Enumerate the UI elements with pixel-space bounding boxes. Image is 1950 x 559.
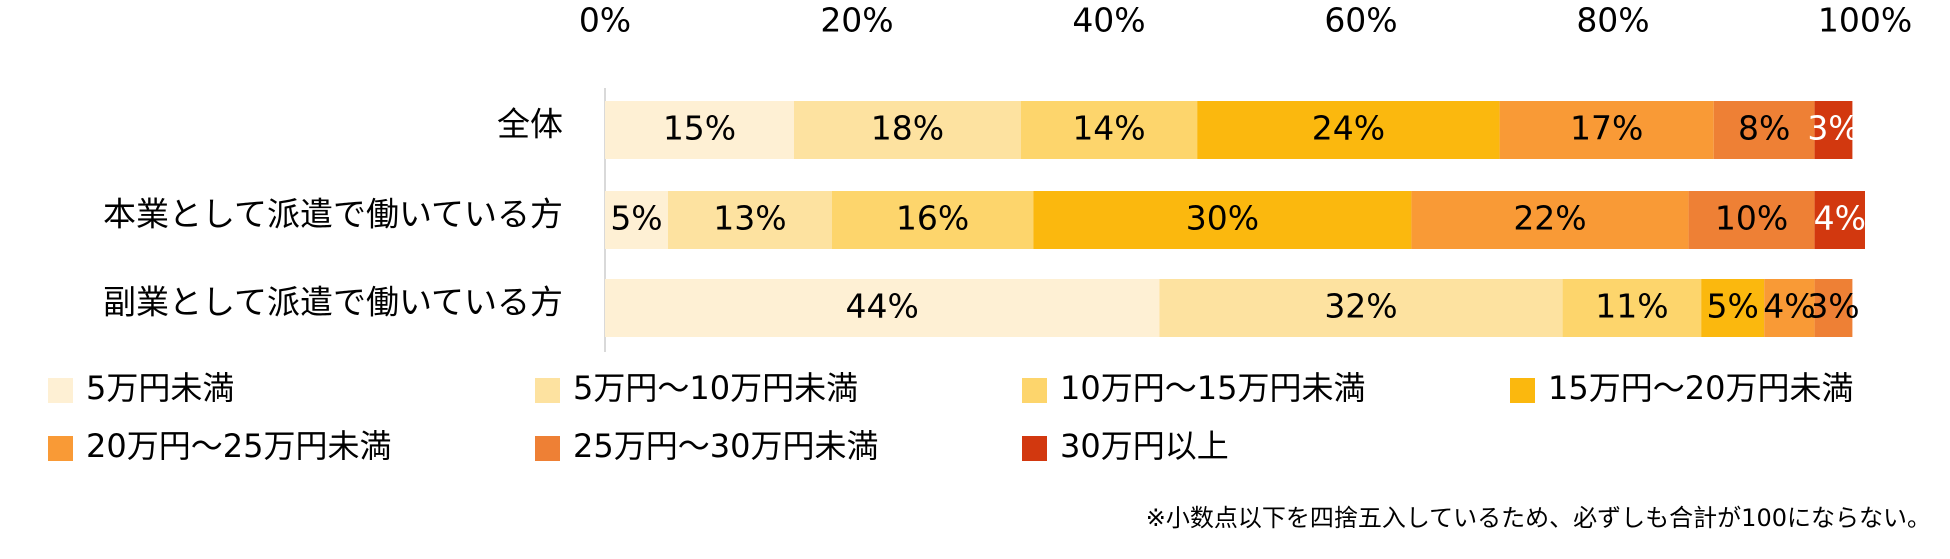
data-label: 32% (1324, 287, 1397, 326)
bar-segment (831, 191, 1034, 249)
legend-swatch (1022, 436, 1047, 461)
x-tick-label: 60% (1324, 1, 1397, 40)
bar-segment (1499, 101, 1714, 159)
data-label: 18% (871, 109, 944, 148)
data-label: 4% (1763, 287, 1815, 326)
legend-swatch (1022, 378, 1047, 403)
legend-label: 20万円～25万円未満 (86, 427, 391, 465)
data-label: 44% (846, 287, 919, 326)
bar-segment (1688, 191, 1815, 249)
data-label: 5% (610, 199, 662, 238)
data-label: 4% (1814, 199, 1866, 238)
bar-segment (1411, 191, 1689, 249)
data-label: 24% (1312, 109, 1385, 148)
bar-segment (1701, 279, 1765, 337)
legend-swatch (48, 436, 73, 461)
annotation: ※小数点以下を四捨五入しているため、必ずしも合計が100にならない。 (1146, 504, 1931, 532)
bar-segment (1764, 279, 1815, 337)
data-label: 15% (663, 109, 736, 148)
data-label: 8% (1738, 109, 1790, 148)
bar-segment (1814, 279, 1853, 337)
legend-label: 15万円～20万円未満 (1548, 369, 1853, 407)
data-label: 30% (1186, 199, 1259, 238)
data-label: 13% (713, 199, 786, 238)
bar-segment (794, 101, 1021, 159)
x-tick-label: 100% (1818, 1, 1912, 40)
legend-swatch (535, 436, 560, 461)
x-tick-label: 20% (820, 1, 893, 40)
legend-swatch (1510, 378, 1535, 403)
legend-label: 30万円以上 (1060, 427, 1229, 465)
legend-swatch (48, 378, 73, 403)
legend-label: 25万円～30万円未満 (573, 427, 878, 465)
bar-segment (1197, 101, 1500, 159)
bar-segment (668, 191, 832, 249)
data-label: 3% (1807, 287, 1859, 326)
legend-label: 10万円～15万円未満 (1060, 369, 1365, 407)
legend-label: 5万円～10万円未満 (573, 369, 858, 407)
data-label: 22% (1513, 199, 1586, 238)
bar-segment (605, 101, 794, 159)
data-label: 17% (1570, 109, 1643, 148)
data-label: 11% (1595, 287, 1668, 326)
x-tick-label: 40% (1072, 1, 1145, 40)
bar-segment (1033, 191, 1412, 249)
bar-segment (1562, 279, 1702, 337)
category-label: 本業として派遣で働いている方 (103, 195, 563, 234)
category-label: 副業として派遣で働いている方 (103, 283, 563, 322)
data-label: 10% (1715, 199, 1788, 238)
data-label: 16% (896, 199, 969, 238)
x-tick-label: 80% (1576, 1, 1649, 40)
bar-segment (1713, 101, 1815, 159)
legend-swatch (535, 378, 560, 403)
category-label: 全体 (497, 105, 563, 144)
bar-segment (1814, 191, 1865, 249)
bar-segment (1020, 101, 1198, 159)
data-label: 5% (1707, 287, 1759, 326)
bar-segment (605, 191, 668, 249)
legend-label: 5万円未満 (86, 369, 234, 407)
data-label: 14% (1072, 109, 1145, 148)
bar-segment (1814, 101, 1853, 159)
data-label: 3% (1807, 109, 1859, 148)
bar-segment (605, 279, 1160, 337)
x-tick-label: 0% (579, 1, 631, 40)
bar-segment (1159, 279, 1563, 337)
